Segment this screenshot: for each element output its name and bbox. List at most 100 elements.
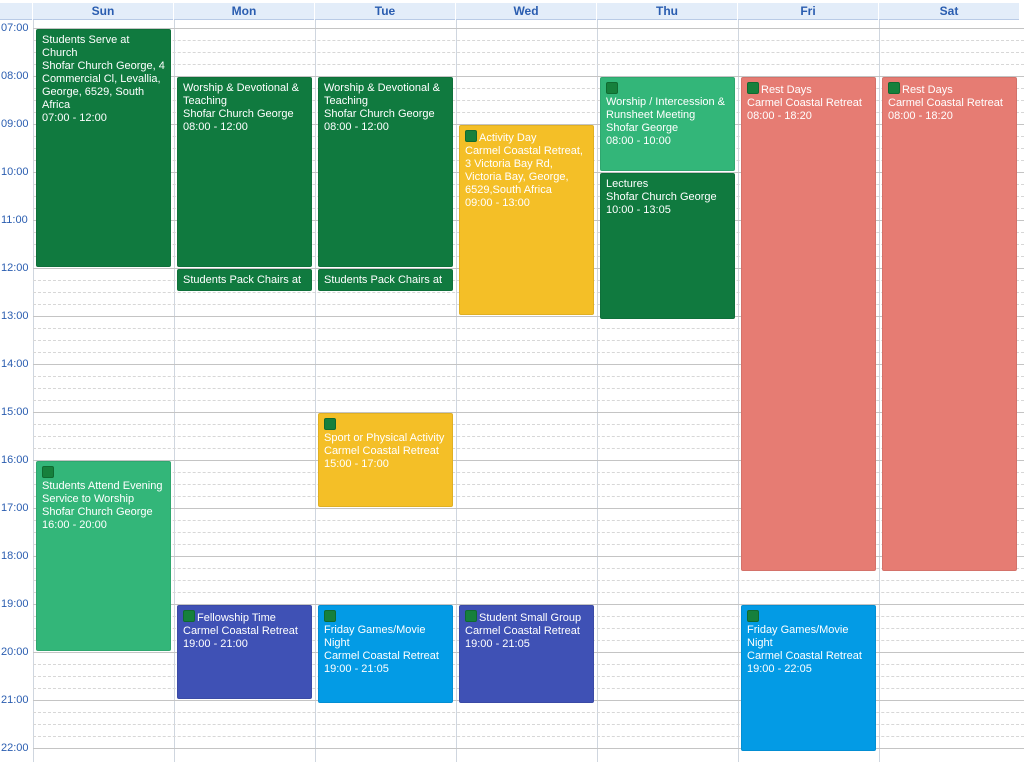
- quarter-line: [33, 496, 1024, 497]
- time-label: 11:00: [1, 214, 28, 226]
- event-title-text: Activity Day: [479, 132, 537, 144]
- event-status-icon: [324, 418, 336, 430]
- event-location: Shofar Church George, 4 Commercial Cl, L…: [42, 60, 165, 111]
- event-title: Students Pack Chairs at: [324, 274, 447, 287]
- quarter-line: [33, 520, 1024, 521]
- event-time: 15:00 - 17:00: [324, 458, 389, 470]
- time-label: 17:00: [1, 502, 29, 514]
- day-header-sun[interactable]: Sun: [33, 3, 173, 20]
- hour-line: [33, 556, 1024, 557]
- event-status-icon: [42, 466, 54, 478]
- day-header-fri[interactable]: Fri: [738, 3, 878, 20]
- event-time: 08:00 - 18:20: [747, 110, 812, 122]
- day-header-wed[interactable]: Wed: [456, 3, 596, 20]
- event-title: Friday Games/Movie Night: [324, 624, 447, 650]
- quarter-line: [33, 448, 1024, 449]
- quarter-line: [33, 88, 1024, 89]
- calendar-event[interactable]: Worship / Intercession & Runsheet Meetin…: [600, 77, 735, 171]
- time-label: 20:00: [1, 646, 29, 658]
- hour-line: [33, 604, 1024, 605]
- event-icon-row: [324, 610, 447, 624]
- calendar-event[interactable]: Sport or Physical Activity Carmel Coastal…: [318, 413, 453, 507]
- event-location: Shofar Church George: [324, 108, 435, 120]
- time-label: 19:00: [1, 598, 29, 610]
- event-icon-row: [747, 610, 870, 624]
- day-header-mon[interactable]: Mon: [174, 3, 314, 20]
- time-label: 08:00: [1, 70, 29, 82]
- day-header-tue[interactable]: Tue: [315, 3, 455, 20]
- hour-line: [33, 748, 1024, 749]
- hour-line: [33, 28, 1024, 29]
- quarter-line: [33, 64, 1024, 65]
- event-title: Worship / Intercession & Runsheet Meetin…: [606, 96, 729, 122]
- event-location: Carmel Coastal Retreat: [324, 445, 439, 457]
- calendar-event[interactable]: Students Attend Evening Service to Worsh…: [36, 461, 171, 651]
- time-label: 09:00: [1, 118, 29, 130]
- header-gutter: [0, 3, 32, 20]
- calendar-event[interactable]: Fellowship Time Carmel Coastal Retreat 19:…: [177, 605, 312, 699]
- calendar-event[interactable]: Lectures Shofar Church George 10:00 - 13:0…: [600, 173, 735, 319]
- event-location: Shofar Church George: [183, 108, 294, 120]
- event-title-text: Worship / Intercession & Runsheet Meetin…: [606, 96, 726, 121]
- event-title-text: Rest Days: [902, 84, 953, 96]
- event-title-text: Sport or Physical Activity: [324, 432, 445, 444]
- time-label: 10:00: [1, 166, 29, 178]
- event-title-text: Lectures: [606, 178, 649, 190]
- quarter-line: [33, 52, 1024, 53]
- event-title: Activity Day: [465, 130, 588, 145]
- calendar-event[interactable]: Students Serve at Church Shofar Church Ge…: [36, 29, 171, 267]
- event-time: 19:00 - 21:00: [183, 638, 248, 650]
- calendar-event[interactable]: Rest Days Carmel Coastal Retreat 08:00 - 1…: [741, 77, 876, 571]
- event-title: Friday Games/Movie Night: [747, 624, 870, 650]
- event-title: Students Serve at Church: [42, 34, 165, 60]
- quarter-line: [33, 112, 1024, 113]
- quarter-line: [33, 712, 1024, 713]
- day-header-sat[interactable]: Sat: [879, 3, 1019, 20]
- calendar-event[interactable]: Rest Days Carmel Coastal Retreat 08:00 - 1…: [882, 77, 1017, 571]
- hour-line: [33, 76, 1024, 77]
- event-icon-row: [42, 466, 165, 480]
- event-time: 07:00 - 12:00: [42, 112, 107, 124]
- event-title: Fellowship Time: [183, 610, 306, 625]
- event-title-text: Friday Games/Movie Night: [747, 624, 849, 649]
- calendar-event[interactable]: Friday Games/Movie Night Carmel Coastal R…: [318, 605, 453, 703]
- quarter-line: [33, 400, 1024, 401]
- event-title-text: Students Pack Chairs at: [183, 274, 302, 286]
- quarter-line: [33, 352, 1024, 353]
- time-label: 07:00: [1, 22, 29, 34]
- quarter-line: [33, 592, 1024, 593]
- time-label: 22:00: [1, 742, 29, 754]
- time-label: 15:00: [1, 406, 29, 418]
- calendar-event[interactable]: Worship & Devotional & Teaching Shofar Ch…: [177, 77, 312, 267]
- event-location: Carmel Coastal Retreat: [324, 650, 439, 662]
- event-title: Sport or Physical Activity: [324, 432, 447, 445]
- event-title-text: Students Serve at Church: [42, 34, 130, 59]
- event-time: 08:00 - 12:00: [324, 121, 389, 133]
- time-label: 16:00: [1, 454, 29, 466]
- calendar-event[interactable]: Students Pack Chairs at: [177, 269, 312, 291]
- calendar-event[interactable]: Student Small Group Carmel Coastal Retrea…: [459, 605, 594, 703]
- hour-line: [33, 124, 1024, 125]
- calendar-event[interactable]: Friday Games/Movie Night Carmel Coastal R…: [741, 605, 876, 751]
- event-time: 08:00 - 10:00: [606, 135, 671, 147]
- calendar-event[interactable]: Students Pack Chairs at: [318, 269, 453, 291]
- event-location: Shofar Church George: [42, 506, 153, 518]
- event-location: Carmel Coastal Retreat: [747, 97, 862, 109]
- event-title: Rest Days: [747, 82, 870, 97]
- calendar-event[interactable]: Activity Day Carmel Coastal Retreat, 3 Vi…: [459, 125, 594, 315]
- event-status-icon: [183, 610, 195, 622]
- event-title: Worship & Devotional & Teaching: [324, 82, 447, 108]
- event-location: Carmel Coastal Retreat: [747, 650, 862, 662]
- event-title: Students Pack Chairs at: [183, 274, 306, 287]
- hour-line: [33, 316, 1024, 317]
- day-header-thu[interactable]: Thu: [597, 3, 737, 20]
- event-title-text: Fellowship Time: [197, 612, 276, 624]
- event-title-text: Rest Days: [761, 84, 812, 96]
- event-title: Student Small Group: [465, 610, 588, 625]
- calendar-event[interactable]: Worship & Devotional & Teaching Shofar Ch…: [318, 77, 453, 267]
- event-location: Carmel Coastal Retreat: [465, 625, 580, 637]
- event-time: 19:00 - 22:05: [747, 663, 812, 675]
- time-label: 14:00: [1, 358, 29, 370]
- hour-line: [33, 508, 1024, 509]
- quarter-line: [33, 376, 1024, 377]
